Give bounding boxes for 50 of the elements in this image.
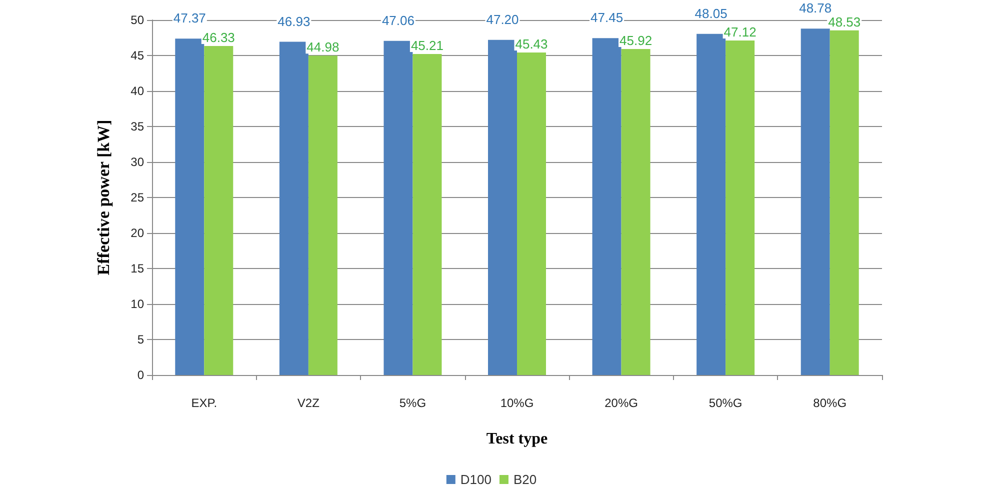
y-tick-label: 15 <box>130 262 144 276</box>
bar <box>488 40 517 375</box>
y-tick-label: 5 <box>137 332 144 346</box>
bar <box>308 56 338 375</box>
x-axis-title: Test type <box>486 430 548 448</box>
legend-label: D100 <box>460 472 492 487</box>
bar <box>175 38 204 375</box>
y-tick-label: 50 <box>130 13 144 27</box>
data-label: 47.12 <box>724 24 756 40</box>
data-label: 47.37 <box>173 10 206 26</box>
bar <box>204 46 234 375</box>
x-tick-label: 5%G <box>399 396 426 410</box>
y-axis-title: Effective power [kW] <box>94 120 113 276</box>
x-tick-label: V2Z <box>297 396 320 410</box>
y-tick-label: 0 <box>137 368 144 382</box>
bar <box>384 40 413 375</box>
data-label: 48.05 <box>694 6 728 21</box>
data-label: 47.45 <box>590 10 624 26</box>
bar <box>800 28 830 375</box>
bar <box>726 40 755 375</box>
x-tick-label: 20%G <box>604 396 638 410</box>
data-label: 48.53 <box>828 14 861 30</box>
data-label: 44.98 <box>306 40 340 55</box>
data-label: 45.21 <box>410 38 444 54</box>
y-tick-label: 10 <box>130 297 144 311</box>
x-tick-label: 50%G <box>708 396 742 410</box>
data-label: 46.93 <box>278 14 310 29</box>
y-tick-label: 25 <box>130 190 144 204</box>
x-tick-label: 80%G <box>813 396 847 410</box>
y-tick-label: 45 <box>130 48 144 62</box>
y-tick-label: 20 <box>130 226 144 240</box>
bar <box>621 48 650 375</box>
bar <box>279 42 308 375</box>
data-label: 47.20 <box>486 12 519 27</box>
y-tick-label: 40 <box>130 84 144 98</box>
data-label: 45.92 <box>620 32 652 48</box>
data-label: 48.78 <box>799 0 832 16</box>
bar <box>592 38 622 375</box>
bar <box>412 54 442 375</box>
x-tick-label: 10%G <box>500 396 534 410</box>
x-tick-label: EXP. <box>191 396 218 410</box>
data-label: 46.33 <box>202 30 235 46</box>
y-tick-label: 30 <box>130 155 144 169</box>
bar <box>517 52 546 375</box>
y-tick-label: 35 <box>130 120 144 134</box>
data-label: 45.43 <box>515 36 548 52</box>
bar <box>696 34 726 375</box>
legend-label: B20 <box>513 472 537 487</box>
data-label: 47.06 <box>382 12 414 28</box>
bar <box>830 30 859 375</box>
